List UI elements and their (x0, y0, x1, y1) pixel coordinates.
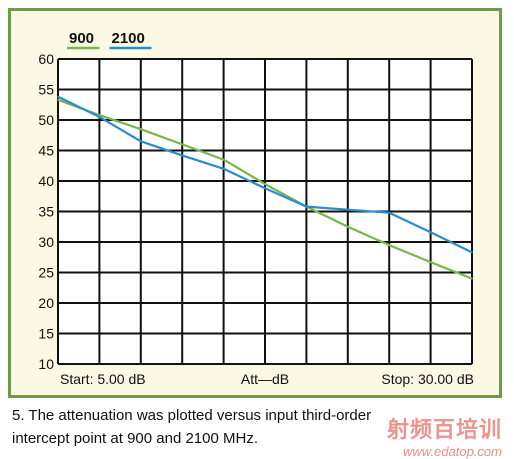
data-point-900 (181, 143, 183, 146)
y-tick-label: 20 (38, 295, 54, 311)
data-point-2100 (471, 251, 473, 254)
figure-caption: 5. The attenuation was plotted versus in… (12, 404, 502, 450)
x-stop-label: Stop: 30.00 dB (381, 371, 474, 387)
data-point-2100 (181, 154, 183, 157)
data-point-900 (57, 99, 59, 101)
y-tick-label: 60 (38, 51, 54, 67)
y-tick-label: 25 (38, 265, 54, 281)
data-point-900 (388, 244, 391, 246)
data-point-2100 (264, 187, 266, 190)
data-point-2100 (140, 140, 142, 143)
y-tick-label: 10 (38, 356, 54, 372)
y-tick-label: 35 (38, 204, 54, 220)
caption-line-2: intercept point at 900 and 2100 MHz. (12, 430, 258, 447)
line-chart: 10 15 20 25 30 35 40 45 50 55 60 900 2100 Start: 5.00… (38, 30, 474, 387)
y-tick-label: 55 (38, 82, 54, 98)
data-point-2100 (429, 231, 432, 234)
x-axis-label: Att—dB (241, 371, 289, 387)
data-point-900 (140, 128, 142, 130)
y-tick-label: 45 (38, 143, 54, 159)
y-tick-label: 50 (38, 112, 54, 128)
data-point-900 (347, 225, 349, 228)
legend-label-900: 900 (69, 30, 94, 47)
y-tick-label: 15 (38, 326, 54, 342)
y-tick-label: 30 (38, 234, 54, 250)
data-point-2100 (305, 205, 308, 208)
chart-panel: 10 15 20 25 30 35 40 45 50 55 60 900 2100 Start: 5.00… (8, 8, 502, 398)
data-point-2100 (347, 208, 349, 211)
data-point-900 (222, 158, 225, 161)
x-start-label: Start: 5.00 dB (60, 371, 146, 387)
data-point-900 (429, 261, 432, 263)
data-point-900 (471, 277, 473, 280)
y-tick-label: 40 (38, 173, 54, 189)
legend-label-2100: 2100 (112, 30, 145, 47)
data-point-2100 (222, 168, 225, 170)
caption-line-1: 5. The attenuation was plotted versus in… (12, 407, 372, 424)
data-point-2100 (98, 116, 101, 118)
data-point-2100 (57, 96, 59, 98)
data-point-2100 (388, 211, 391, 214)
data-point-900 (264, 183, 266, 185)
